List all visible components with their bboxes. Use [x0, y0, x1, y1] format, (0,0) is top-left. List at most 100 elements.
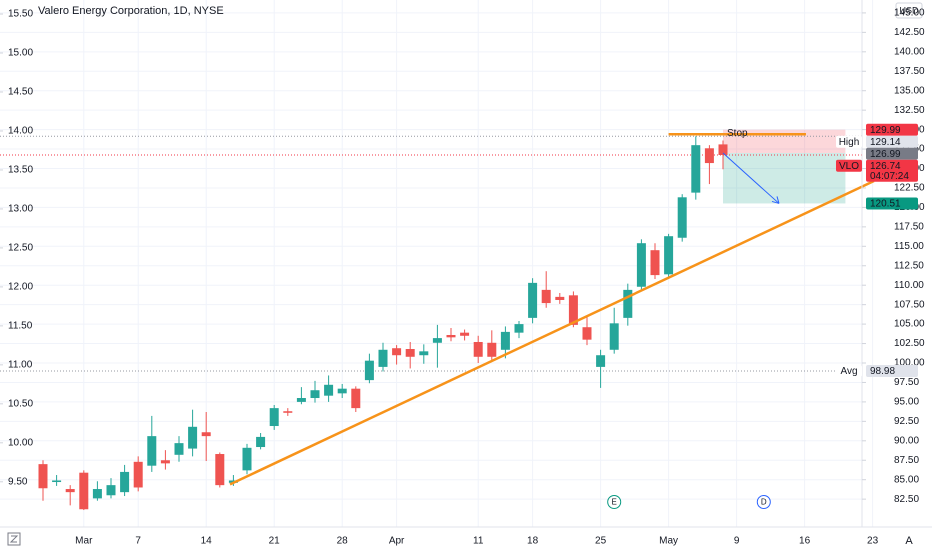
candle-body: [296, 398, 306, 402]
x-tick-label: 18: [527, 536, 539, 547]
x-tick-label: 23: [867, 536, 879, 547]
timezone-icon[interactable]: [7, 532, 21, 546]
price-tag: VLO: [839, 161, 859, 172]
x-tick-label: 25: [595, 536, 607, 547]
y-tick-label: 117.50: [894, 221, 924, 232]
y-tick-label: 115.00: [894, 241, 924, 252]
y2-tick-label: 10.00: [8, 437, 33, 448]
candle-body: [201, 432, 211, 437]
candle-body: [65, 489, 75, 493]
price-label-box: [866, 197, 918, 210]
projection-arrow: [722, 152, 780, 204]
price-label: 126.99: [870, 149, 901, 160]
candle-body: [568, 295, 578, 325]
candle-body: [120, 471, 130, 493]
candle-body: [269, 408, 279, 427]
price-label-box: [866, 364, 918, 377]
candle-body: [514, 324, 524, 333]
candle-body: [392, 348, 402, 356]
event-label: D: [761, 498, 767, 507]
candle-body: [582, 327, 592, 340]
y-tick-label: 122.50: [894, 183, 925, 194]
candle-body: [79, 472, 89, 510]
x-tick-label: 7: [135, 536, 141, 547]
price-tag: High: [839, 137, 860, 148]
candle-body: [473, 341, 483, 357]
y2-tick-label: 11.00: [8, 359, 33, 370]
candle-body: [106, 485, 116, 496]
y-tick-label: 107.50: [894, 299, 925, 310]
y-tick-label: 92.50: [894, 416, 919, 427]
candle-body: [432, 338, 442, 343]
currency: USD: [899, 5, 919, 15]
candle-body: [487, 342, 497, 357]
x-tick-label: 21: [269, 536, 281, 547]
candle-body: [555, 296, 565, 300]
x-tick-label: 28: [337, 536, 349, 547]
event-marker: [607, 495, 622, 509]
candle-body: [364, 360, 374, 381]
candle-body: [92, 489, 102, 499]
y2-tick-label: 9.50: [8, 476, 28, 487]
y-tick-label: 97.50: [894, 377, 919, 388]
y-tick-label: 110.00: [894, 280, 924, 291]
price-label-box: [866, 147, 918, 160]
price-tag: Avg: [840, 366, 857, 377]
candle-body: [351, 388, 361, 409]
x-tick-label: May: [659, 536, 678, 547]
chart-title: Valero Energy Corporation, 1D, NYSE: [38, 5, 224, 17]
y2-tick-label: 13.00: [8, 204, 33, 215]
price-label-box: [866, 123, 918, 136]
candle-body: [310, 390, 320, 399]
event-marker: [756, 495, 771, 509]
y-tick-label: 105.00: [894, 319, 925, 330]
y2-tick-label: 14.00: [8, 126, 33, 137]
candle-body: [324, 384, 334, 396]
candle-body: [242, 447, 252, 471]
plot-layer: 9.50 10.00 10.50 11.00 11.50 12.00 12.50 13.00 1…: [0, 0, 875, 527]
price-label: 120.51: [870, 199, 901, 210]
y2-tick-label: 13.50: [8, 165, 33, 176]
y-tick-label: 145.00: [894, 8, 925, 19]
y2-tick-label: 12.50: [8, 243, 33, 254]
candle-body: [596, 355, 606, 367]
trendline: [229, 179, 875, 486]
candle-body: [650, 250, 660, 276]
y-tick-label: 95.00: [894, 397, 919, 408]
candle-body: [677, 197, 687, 238]
candle-body: [419, 351, 429, 356]
y-tick-label: 135.00: [894, 85, 925, 96]
candle-body: [636, 243, 646, 287]
price-label-box: [866, 159, 918, 182]
currency-box: [895, 2, 923, 19]
y-tick-label: 112.50: [894, 260, 924, 271]
candle-body: [283, 411, 293, 413]
candle-body: [38, 464, 48, 489]
x-tick-label: 11: [473, 536, 484, 547]
price-label: 98.98: [870, 366, 895, 377]
x-tick-label: 16: [799, 536, 811, 547]
y-tick-label: 90.00: [894, 435, 919, 446]
y-tick-label: 85.00: [894, 474, 919, 485]
candle-body: [500, 331, 510, 350]
y-tick-label: 102.50: [894, 338, 925, 349]
icon-glyph[interactable]: [9, 535, 19, 543]
candle-body: [718, 144, 728, 155]
x-tick-label: Apr: [389, 536, 405, 547]
price-tag-box: [836, 364, 862, 377]
candle-body: [460, 332, 470, 336]
y-tick-label: 142.50: [894, 27, 925, 38]
y-tick-label: 87.50: [894, 455, 919, 466]
countdown: 04:07:24: [870, 171, 909, 182]
price-label: 129.99: [870, 125, 901, 136]
icon-frame[interactable]: [7, 532, 21, 546]
y-tick-label: 132.50: [894, 105, 925, 116]
auto-scale-button[interactable]: A: [905, 535, 913, 547]
candle-body: [528, 282, 538, 318]
candle-body: [188, 426, 198, 449]
y2-tick-label: 14.50: [8, 87, 33, 98]
candle-body: [378, 349, 388, 367]
y2-tick-label: 15.00: [8, 48, 33, 59]
candle-body: [215, 454, 225, 486]
candle-body: [704, 148, 714, 164]
